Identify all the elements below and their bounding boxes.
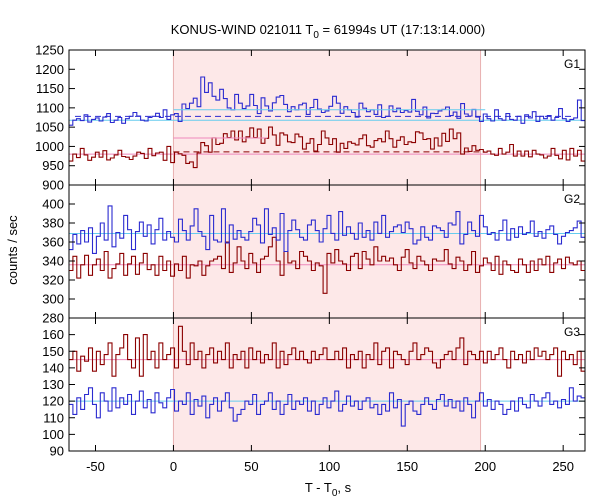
g1-highlight-band bbox=[173, 50, 481, 185]
x-tick-label: 250 bbox=[552, 459, 574, 474]
chart-title-main: KONUS-WIND 021011 T bbox=[171, 22, 314, 37]
g3-blue-series bbox=[69, 387, 585, 427]
g1-red-series bbox=[69, 126, 585, 169]
x-tick-label: 100 bbox=[318, 459, 340, 474]
g1-blue-series bbox=[69, 76, 585, 126]
x-axis-label: T - T0, s bbox=[305, 480, 352, 499]
g2-y-tick-label: 300 bbox=[42, 292, 64, 307]
g3-y-tick-label: 130 bbox=[42, 377, 64, 392]
x-axis-label-rest: , s bbox=[337, 480, 351, 495]
g3-y-tick-label: 150 bbox=[42, 344, 64, 359]
g2-y-tick-label: 280 bbox=[42, 311, 64, 326]
g1-y-tick-label: 1100 bbox=[36, 100, 64, 115]
x-tick-label: -50 bbox=[86, 459, 105, 474]
g2-blue-series bbox=[69, 205, 585, 254]
g2-y-tick-label: 340 bbox=[42, 254, 64, 269]
g2-y-tick-label: 320 bbox=[42, 273, 64, 288]
x-tick-label: 50 bbox=[244, 459, 258, 474]
g3-y-tick-label: 160 bbox=[42, 327, 64, 342]
x-tick-label: 200 bbox=[474, 459, 496, 474]
g1-y-tick-label: 900 bbox=[42, 178, 64, 193]
g1-y-tick-label: 1150 bbox=[36, 81, 64, 96]
g3-y-tick-label: 140 bbox=[42, 360, 64, 375]
chart-title-rest: = 61994s UT (17:13:14.000) bbox=[319, 22, 485, 37]
plot-layer: 900950100010501100115012001250G128030032… bbox=[35, 43, 586, 474]
x-tick-label: 150 bbox=[396, 459, 418, 474]
g1-y-tick-label: 1050 bbox=[35, 120, 64, 135]
g2-highlight-band bbox=[173, 185, 481, 318]
g2-y-tick-label: 360 bbox=[42, 235, 64, 250]
g2-y-tick-label: 380 bbox=[42, 216, 64, 231]
g2-red-series bbox=[69, 236, 585, 294]
g1-y-tick-label: 950 bbox=[42, 158, 64, 173]
g2-y-tick-label: 400 bbox=[42, 197, 64, 212]
g3-y-tick-label: 100 bbox=[42, 427, 64, 442]
chart-title: KONUS-WIND 021011 T0 = 61994s UT (17:13:… bbox=[171, 22, 485, 41]
g3-red-series bbox=[69, 325, 585, 377]
g1-y-tick-label: 1250 bbox=[35, 43, 64, 58]
x-tick-label: 0 bbox=[170, 459, 177, 474]
g1-y-tick-label: 1200 bbox=[35, 62, 64, 77]
y-axis-label: counts / sec bbox=[5, 215, 20, 285]
chart-title-sub: 0 bbox=[313, 30, 319, 41]
g3-y-tick-label: 90 bbox=[50, 444, 64, 459]
g3-y-tick-label: 110 bbox=[43, 410, 64, 425]
g3-highlight-band bbox=[173, 318, 481, 451]
x-axis-label-sub: 0 bbox=[332, 488, 338, 499]
g2-panel-label: G2 bbox=[564, 192, 580, 206]
g3-panel-label: G3 bbox=[564, 325, 580, 339]
x-axis-label-main: T - T bbox=[305, 480, 332, 495]
g1-y-tick-label: 1000 bbox=[35, 139, 64, 154]
g1-panel-label: G1 bbox=[564, 57, 580, 71]
g3-y-tick-label: 120 bbox=[42, 394, 64, 409]
